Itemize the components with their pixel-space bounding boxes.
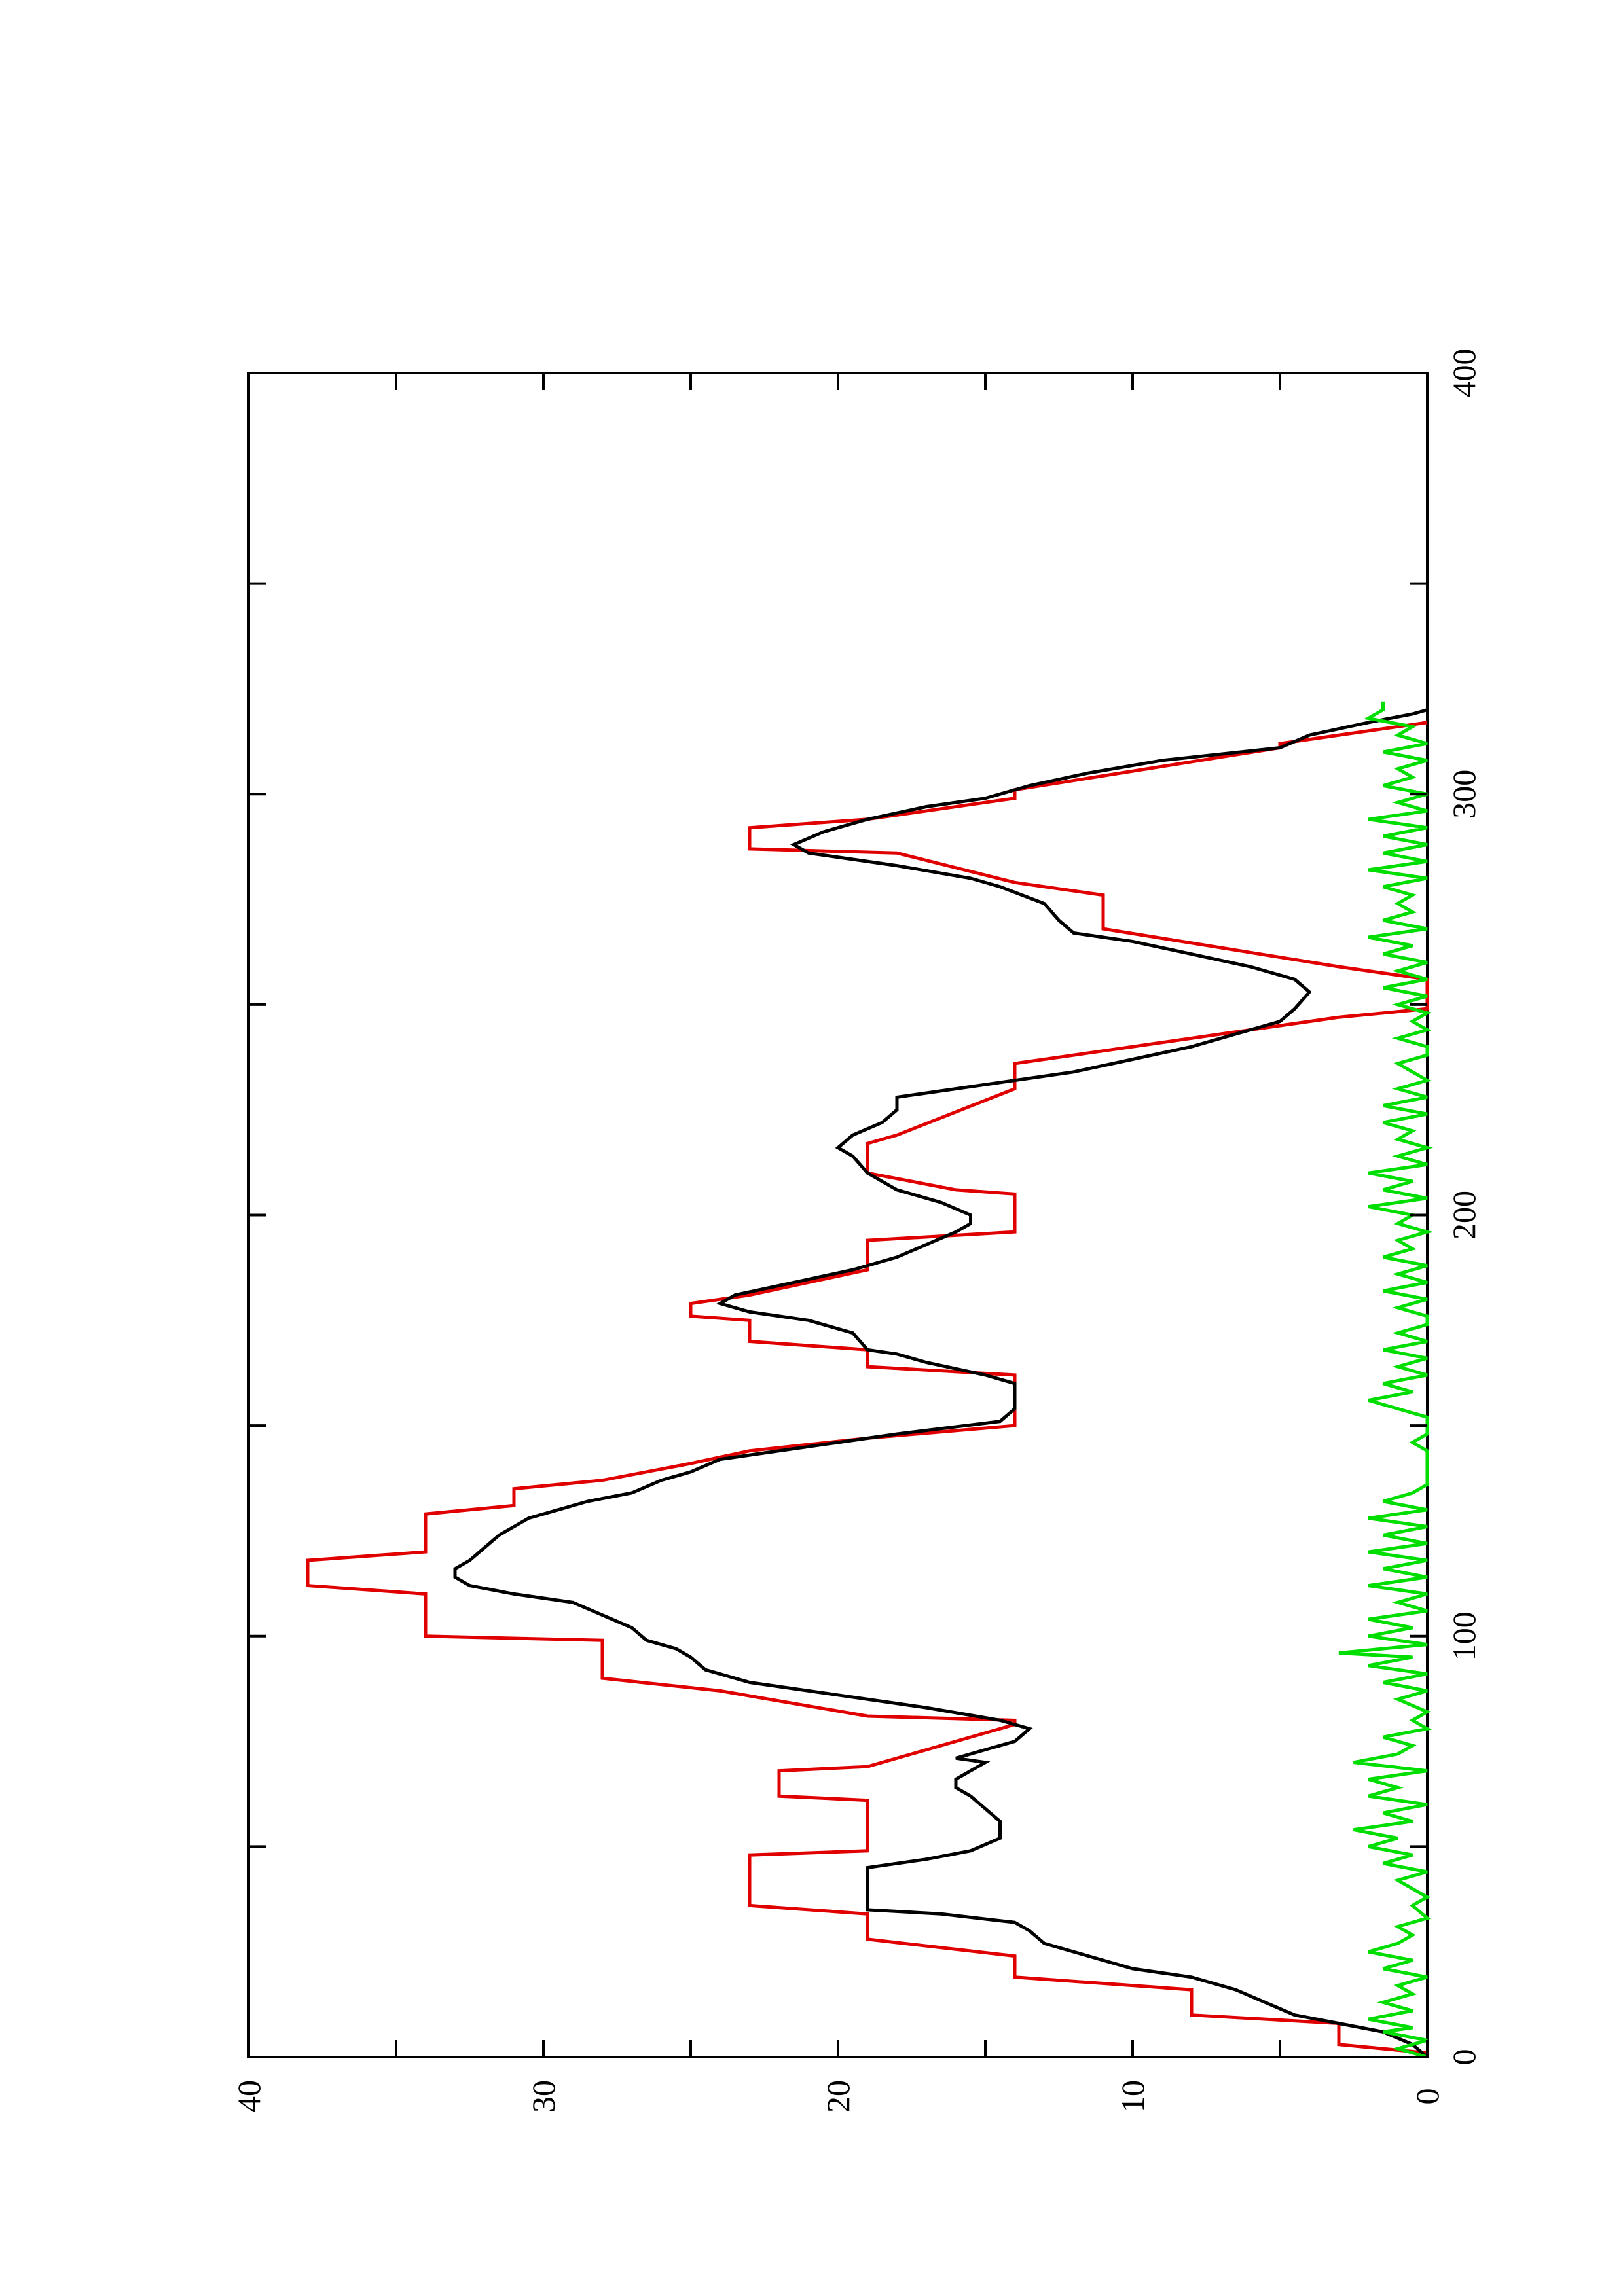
series-line-3 (1338, 701, 1434, 2059)
x-tick-label: 100 (1446, 1611, 1482, 1660)
y-tick-label: 40 (230, 2080, 267, 2113)
series-line-2 (453, 708, 1429, 2058)
y-tick-label: 10 (1114, 2080, 1151, 2113)
x-tick-label: 200 (1446, 1191, 1482, 1240)
y-tick-label: 30 (525, 2080, 562, 2113)
y-tick-label: 0 (1409, 2089, 1446, 2105)
x-tick-label: 400 (1446, 349, 1482, 398)
x-tick-label: 300 (1446, 770, 1482, 819)
plot-frame (247, 372, 1429, 2058)
x-tick-label: 0 (1446, 2049, 1482, 2066)
y-tick-label: 20 (820, 2080, 856, 2113)
series-line-1 (306, 721, 1429, 2057)
